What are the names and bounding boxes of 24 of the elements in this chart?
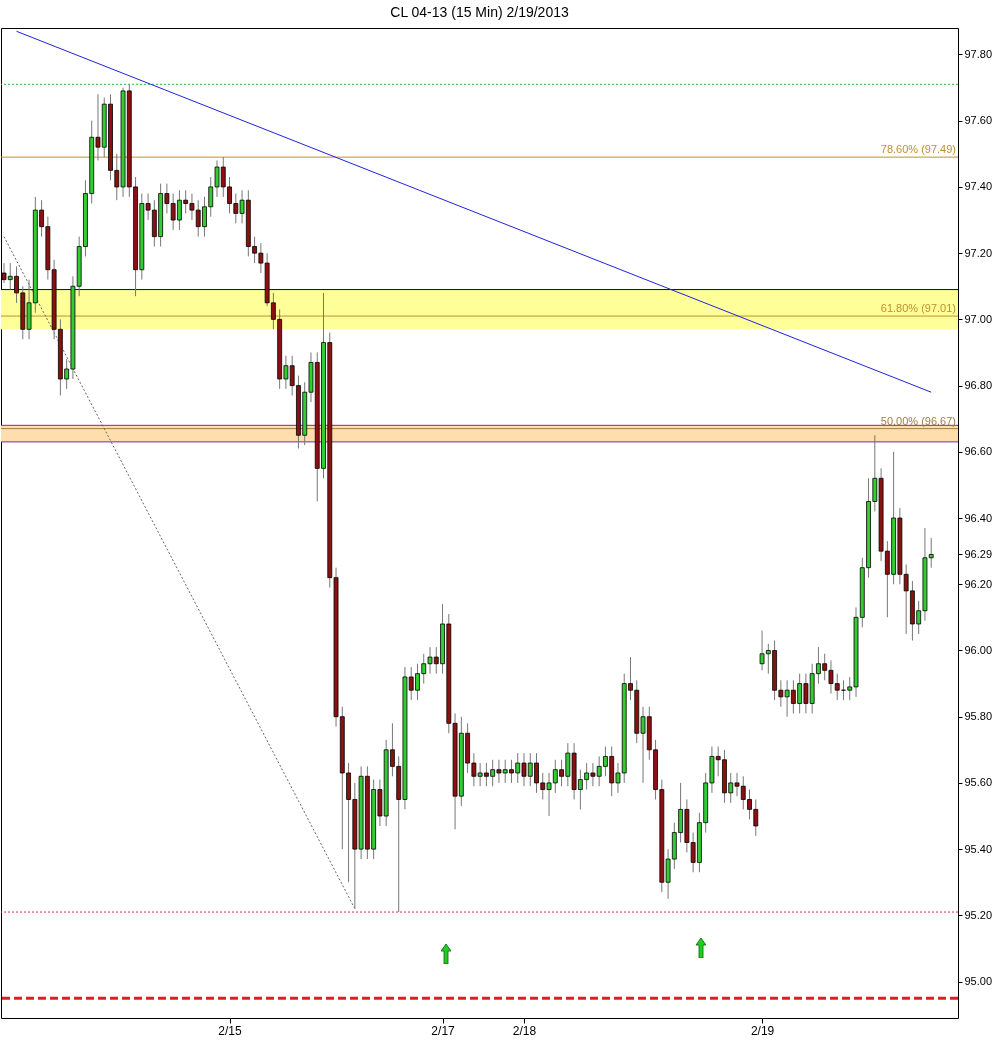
ref-line-label: 50.00% (96.67)	[880, 414, 956, 427]
y-tick-label: 97.20	[964, 246, 993, 259]
y-tick-label: 95.40	[964, 842, 993, 855]
y-tick-label: 97.60	[964, 114, 993, 127]
y-tick-label: 95.20	[964, 908, 993, 921]
y-tick-label: 96.80	[964, 379, 993, 392]
x-tick-label: 2/19	[750, 1023, 775, 1038]
ref-line-label: 61.80% (97.01)	[880, 302, 956, 315]
y-tick-label: 96.60	[964, 445, 993, 458]
y-tick-label: 97.40	[964, 180, 993, 193]
y-tick-label: 97.80	[964, 47, 993, 60]
x-tick-label: 2/18	[512, 1023, 537, 1038]
y-tick-label: 95.60	[964, 776, 993, 789]
chart-title: CL 04-13 (15 Min) 2/19/2013	[390, 4, 569, 20]
x-tick-label: 2/15	[218, 1023, 243, 1038]
y-tick-label: 95.80	[964, 710, 993, 723]
x-tick-label: 2/17	[431, 1023, 456, 1038]
y-tick-label: 96.20	[964, 577, 993, 590]
y-tick-label: 96.40	[964, 511, 993, 524]
y-tick-label: 96.29	[964, 547, 993, 560]
ref-line-label: 78.60% (97.49)	[880, 143, 956, 156]
y-tick-label: 95.00	[964, 975, 993, 988]
y-tick-label: 96.00	[964, 643, 993, 656]
y-tick-label: 97.00	[964, 312, 993, 325]
